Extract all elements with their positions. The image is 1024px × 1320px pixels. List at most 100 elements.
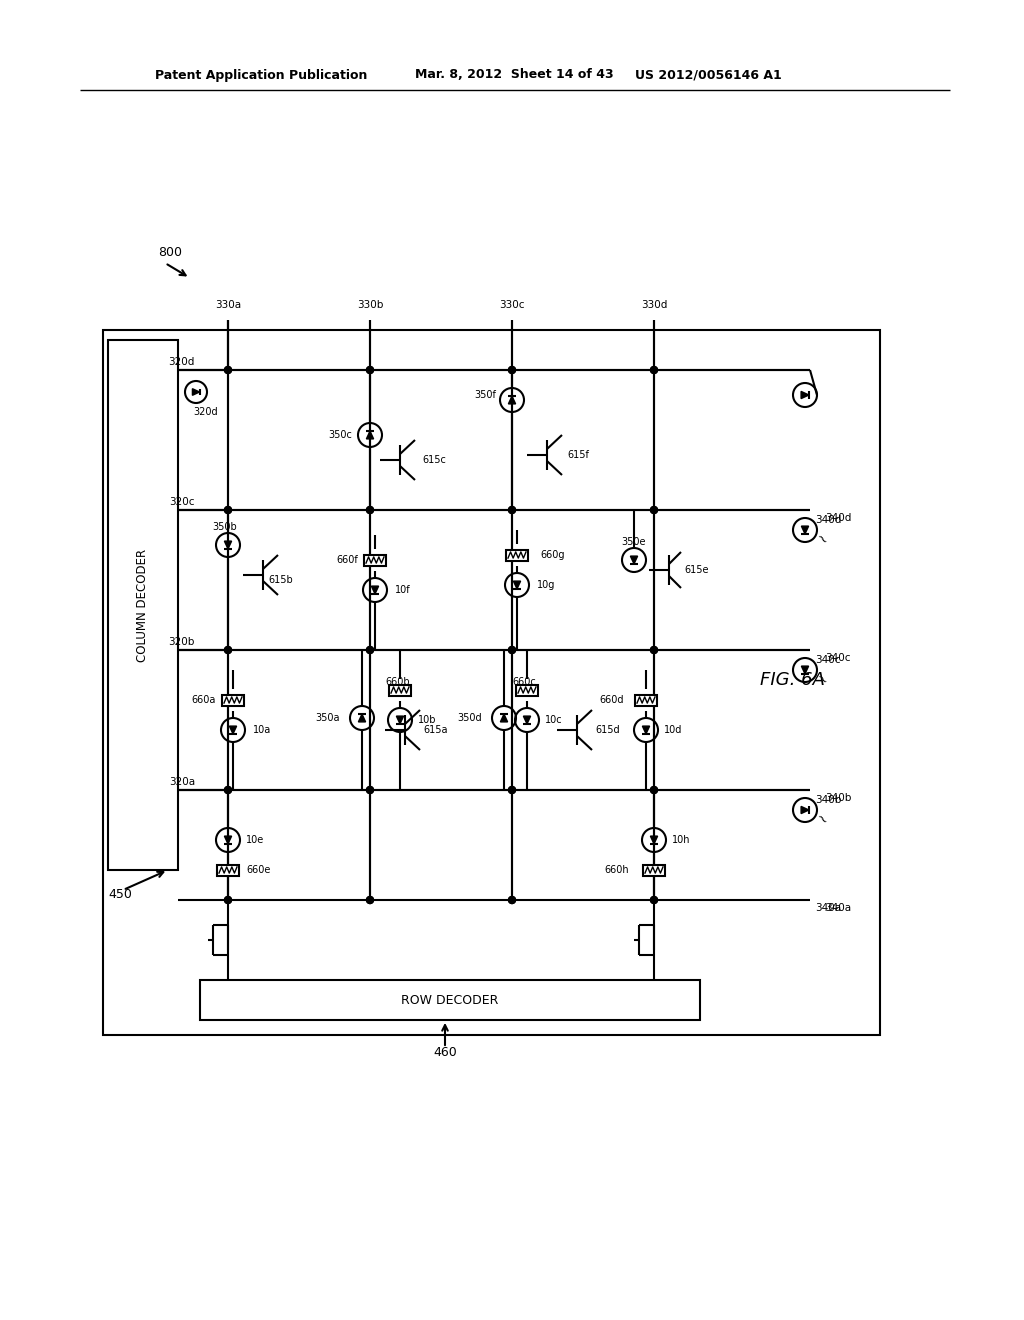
Bar (217, 865, 239, 875)
Circle shape (650, 647, 657, 653)
Circle shape (650, 647, 657, 653)
Circle shape (650, 787, 657, 793)
Text: 340b: 340b (815, 795, 842, 805)
Text: FIG. 6A: FIG. 6A (760, 671, 825, 689)
Circle shape (367, 787, 374, 793)
Text: 460: 460 (433, 1047, 457, 1060)
Text: 660c: 660c (512, 677, 536, 686)
Text: 615d: 615d (595, 725, 620, 735)
Text: Patent Application Publication: Patent Application Publication (155, 69, 368, 82)
Bar (103, 330, 880, 1035)
Polygon shape (372, 586, 379, 594)
Text: 340d: 340d (825, 513, 851, 523)
Text: 330d: 330d (641, 300, 668, 310)
Text: 660b: 660b (385, 677, 410, 686)
Text: 340c: 340c (815, 655, 841, 665)
Polygon shape (642, 726, 649, 734)
Bar (643, 865, 665, 875)
Text: 660a: 660a (191, 696, 216, 705)
Text: 660d: 660d (599, 696, 624, 705)
Circle shape (650, 896, 657, 903)
Circle shape (367, 787, 374, 793)
Text: 660f: 660f (336, 554, 358, 565)
Polygon shape (802, 527, 809, 533)
Circle shape (509, 367, 515, 374)
Bar (635, 694, 657, 705)
Polygon shape (358, 714, 366, 722)
Text: 340a: 340a (825, 903, 851, 913)
Circle shape (224, 896, 231, 903)
Circle shape (509, 647, 515, 653)
Circle shape (650, 367, 657, 374)
Circle shape (224, 787, 231, 793)
Text: 320d: 320d (193, 407, 218, 417)
Circle shape (224, 787, 231, 793)
Polygon shape (501, 714, 508, 722)
Text: ROW DECODER: ROW DECODER (401, 994, 499, 1006)
Text: 615f: 615f (567, 450, 589, 459)
Text: COLUMN DECODER: COLUMN DECODER (136, 548, 150, 661)
Text: 320a: 320a (169, 777, 195, 787)
Text: 350b: 350b (213, 521, 238, 532)
Text: 615a: 615a (423, 725, 447, 735)
Bar (222, 694, 244, 705)
Circle shape (224, 507, 231, 513)
Polygon shape (396, 715, 403, 723)
Circle shape (509, 896, 515, 903)
Text: 340d: 340d (815, 515, 842, 525)
Circle shape (367, 507, 374, 513)
Text: 340a: 340a (815, 903, 841, 913)
Polygon shape (508, 396, 516, 404)
Polygon shape (224, 541, 231, 549)
Circle shape (367, 367, 374, 374)
Text: 320b: 320b (169, 638, 195, 647)
Circle shape (367, 507, 374, 513)
Text: 615c: 615c (422, 455, 445, 465)
Text: 340c: 340c (825, 653, 851, 663)
Text: 10d: 10d (664, 725, 682, 735)
Polygon shape (631, 556, 638, 564)
Text: 350e: 350e (622, 537, 646, 546)
Text: 800: 800 (158, 247, 182, 260)
Circle shape (650, 367, 657, 374)
Text: 10f: 10f (395, 585, 411, 595)
Text: ~: ~ (812, 671, 830, 689)
Polygon shape (802, 667, 809, 675)
Text: 660h: 660h (604, 865, 629, 875)
Text: 350f: 350f (474, 389, 496, 400)
Polygon shape (224, 836, 231, 843)
Polygon shape (801, 392, 809, 399)
Text: US 2012/0056146 A1: US 2012/0056146 A1 (635, 69, 781, 82)
Polygon shape (513, 581, 520, 589)
Circle shape (367, 896, 374, 903)
Circle shape (650, 896, 657, 903)
Text: 10a: 10a (253, 725, 271, 735)
FancyBboxPatch shape (200, 979, 700, 1020)
Circle shape (650, 507, 657, 513)
Circle shape (367, 647, 374, 653)
Polygon shape (229, 726, 237, 734)
Bar (389, 685, 411, 696)
Circle shape (224, 896, 231, 903)
Text: 10g: 10g (537, 579, 555, 590)
Polygon shape (193, 388, 200, 395)
Circle shape (509, 507, 515, 513)
Circle shape (509, 367, 515, 374)
Text: 330c: 330c (500, 300, 524, 310)
Circle shape (650, 507, 657, 513)
Circle shape (509, 787, 515, 793)
Text: 10e: 10e (246, 836, 264, 845)
Circle shape (367, 647, 374, 653)
Circle shape (224, 367, 231, 374)
Text: 350d: 350d (458, 713, 482, 723)
Polygon shape (801, 807, 809, 813)
FancyBboxPatch shape (108, 341, 178, 870)
Text: 615e: 615e (684, 565, 709, 576)
Polygon shape (650, 836, 657, 843)
Circle shape (509, 896, 515, 903)
Circle shape (367, 367, 374, 374)
Polygon shape (367, 432, 374, 438)
Circle shape (224, 647, 231, 653)
Circle shape (509, 787, 515, 793)
Circle shape (367, 896, 374, 903)
